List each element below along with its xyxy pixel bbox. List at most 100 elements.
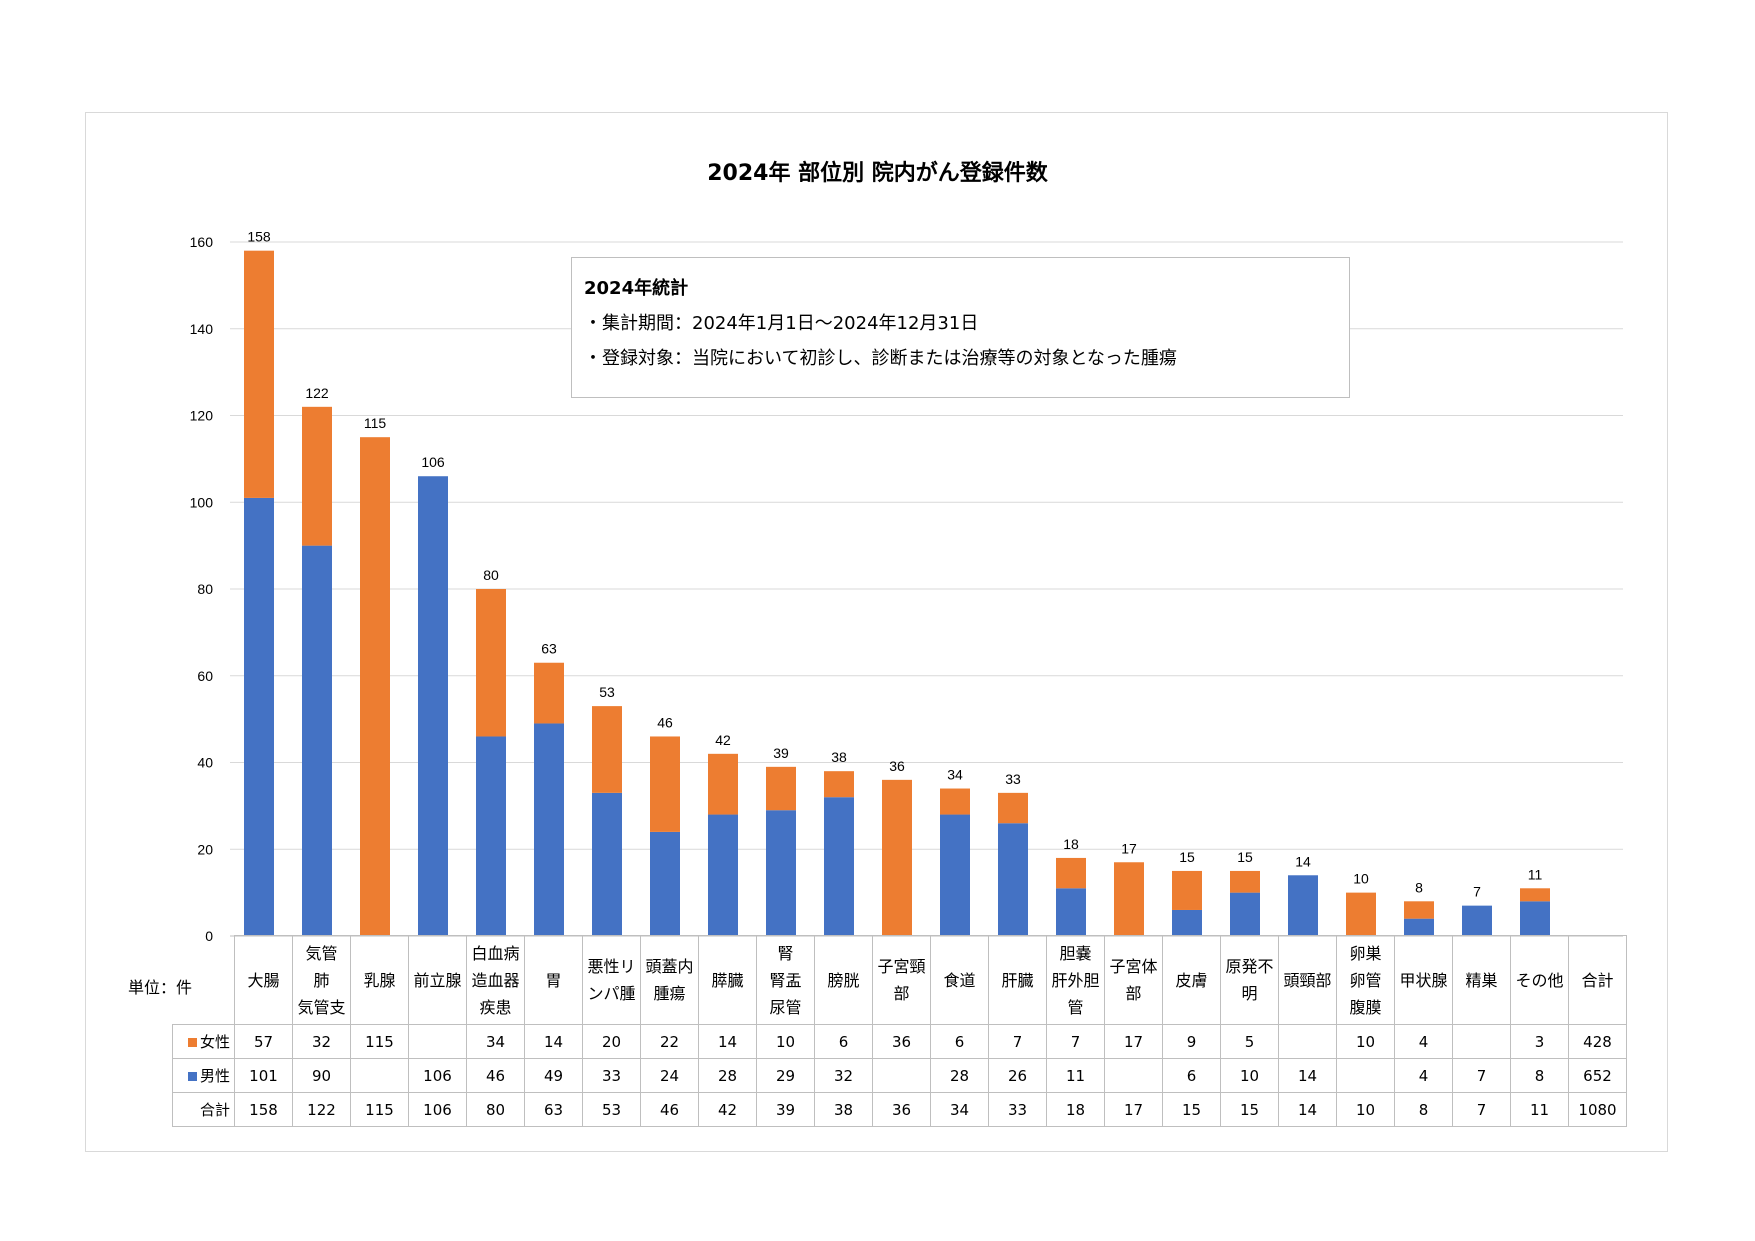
bar-male — [1462, 905, 1492, 936]
bar-female — [302, 406, 332, 546]
female-value-cell: 9 — [1162, 1024, 1221, 1059]
total-value-cell: 15 — [1162, 1092, 1221, 1127]
bar-female — [1172, 870, 1202, 910]
bar-male — [418, 476, 448, 936]
female-value-cell — [1452, 1024, 1511, 1059]
male-value-cell: 10 — [1220, 1058, 1279, 1093]
bar-male — [1288, 875, 1318, 936]
female-value-cell: 22 — [640, 1024, 699, 1059]
total-header-cell: 合計 — [1568, 935, 1627, 1025]
category-cell: 乳腺 — [350, 935, 409, 1025]
total-value-cell: 38 — [814, 1092, 873, 1127]
category-label: 肝臓 — [1001, 970, 1034, 990]
total-value-cell: 33 — [988, 1092, 1047, 1127]
female-value-cell: 36 — [872, 1024, 931, 1059]
category-label: 精巣 — [1465, 970, 1498, 990]
y-tick-label: 140 — [190, 321, 214, 337]
bar-female — [1230, 870, 1260, 893]
info-heading: 2024年統計 — [584, 278, 689, 299]
category-cell: 肝臓 — [988, 935, 1047, 1025]
category-label: 胃 — [545, 970, 562, 990]
category-label: 頭頸部 — [1283, 970, 1332, 990]
totals-row: 合計 158 122 115 106 80 63 53 46 42 39 38 36 34 33 18 17 1… — [172, 1092, 1627, 1127]
total-value-cell: 42 — [698, 1092, 757, 1127]
female-value-cell: 3 — [1510, 1024, 1569, 1059]
bar-male — [1230, 892, 1260, 936]
male-value-cell: 14 — [1278, 1058, 1337, 1093]
category-label: 乳腺 — [363, 970, 396, 990]
info-box: 2024年統計 ・集計期間：2024年1月1日〜2024年12月31日 ・登録対… — [571, 257, 1350, 398]
grand-total-cell: 1080 — [1568, 1092, 1627, 1127]
bar-female — [360, 437, 390, 936]
male-value-cell: 101 — [234, 1058, 293, 1093]
total-value-cell: 106 — [408, 1092, 467, 1127]
category-label: 子宮頸部 — [877, 957, 926, 1003]
male-value-cell: 11 — [1046, 1058, 1105, 1093]
y-tick-label: 40 — [197, 755, 213, 771]
category-cell: 膵臓 — [698, 935, 757, 1025]
bar-total-label: 80 — [483, 567, 499, 583]
category-row-corner — [172, 935, 235, 1025]
bar-male — [244, 497, 274, 936]
series-row-male: 男性 101 90 106 46 49 33 24 28 29 32 28 26 11 6 10 14 4 7 8 6… — [172, 1058, 1627, 1093]
y-tick-label: 80 — [197, 581, 213, 597]
bar-total-label: 53 — [599, 684, 615, 700]
series-label-female: 女性 — [172, 1024, 235, 1059]
male-value-cell: 4 — [1394, 1058, 1453, 1093]
category-cell: 頭頸部 — [1278, 935, 1337, 1025]
bar-female — [244, 250, 274, 498]
male-value-cell: 46 — [466, 1058, 525, 1093]
bar-male — [1056, 888, 1086, 936]
category-label: 膵臓 — [711, 970, 744, 990]
category-cell: 子宮体部 — [1104, 935, 1163, 1025]
category-label: 膀胱 — [827, 970, 860, 990]
total-value-cell: 122 — [292, 1092, 351, 1127]
bar-male — [534, 723, 564, 936]
bar-total-label: 8 — [1415, 879, 1423, 895]
bar-female — [708, 753, 738, 815]
category-cell: 胆嚢 肝外胆管 — [1046, 935, 1105, 1025]
bar-total-label: 15 — [1237, 849, 1253, 865]
bar-total-label: 10 — [1353, 871, 1369, 887]
female-value-cell: 34 — [466, 1024, 525, 1059]
total-value-cell: 158 — [234, 1092, 293, 1127]
bar-female — [940, 788, 970, 815]
male-value-cell: 90 — [292, 1058, 351, 1093]
male-value-cell: 8 — [1510, 1058, 1569, 1093]
female-value-cell: 20 — [582, 1024, 641, 1059]
total-value-cell: 115 — [350, 1092, 409, 1127]
total-value-cell: 63 — [524, 1092, 583, 1127]
bar-female — [1346, 892, 1376, 936]
total-value-cell: 14 — [1278, 1092, 1337, 1127]
bar-total-label: 158 — [247, 229, 271, 245]
y-tick-label: 60 — [197, 668, 213, 684]
category-label: 悪性リ ンパ腫 — [587, 957, 636, 1003]
male-value-cell: 7 — [1452, 1058, 1511, 1093]
female-value-cell: 5 — [1220, 1024, 1279, 1059]
female-value-cell: 57 — [234, 1024, 293, 1059]
total-value-cell: 7 — [1452, 1092, 1511, 1127]
category-label: 腎腎盂 尿管 — [769, 943, 802, 1017]
bar-male — [302, 545, 332, 936]
category-cell: 原発不明 — [1220, 935, 1279, 1025]
total-value-cell: 34 — [930, 1092, 989, 1127]
y-tick-label: 20 — [197, 841, 213, 857]
female-value-cell: 6 — [930, 1024, 989, 1059]
bar-male — [1520, 901, 1550, 936]
category-label: その他 — [1515, 970, 1564, 990]
series-row-female: 女性 57 32 115 34 14 20 22 14 10 6 36 6 7 7 17 9 5 10 4 3 428 — [172, 1024, 1627, 1059]
category-label: 卵巣 卵管 腹膜 — [1349, 943, 1382, 1017]
y-tick-label: 100 — [190, 494, 214, 510]
category-label: 頭蓋内 腫瘍 — [645, 957, 694, 1003]
bar-female — [766, 766, 796, 811]
bar-total-label: 38 — [831, 749, 847, 765]
female-value-cell — [408, 1024, 467, 1059]
category-row: 大腸 気管肺気管支 乳腺 前立腺 白血病 造血器 疾患 胃 悪性リ ンパ腫 頭蓋内 腫瘍 膵臓 腎腎盂 尿管… — [172, 935, 1627, 1025]
male-total-cell: 652 — [1568, 1058, 1627, 1093]
bar-total-label: 122 — [305, 385, 329, 401]
bar-female — [1520, 888, 1550, 902]
y-tick-label: 120 — [190, 408, 214, 424]
category-label: 原発不明 — [1225, 957, 1274, 1003]
total-header-label: 合計 — [1581, 970, 1614, 990]
